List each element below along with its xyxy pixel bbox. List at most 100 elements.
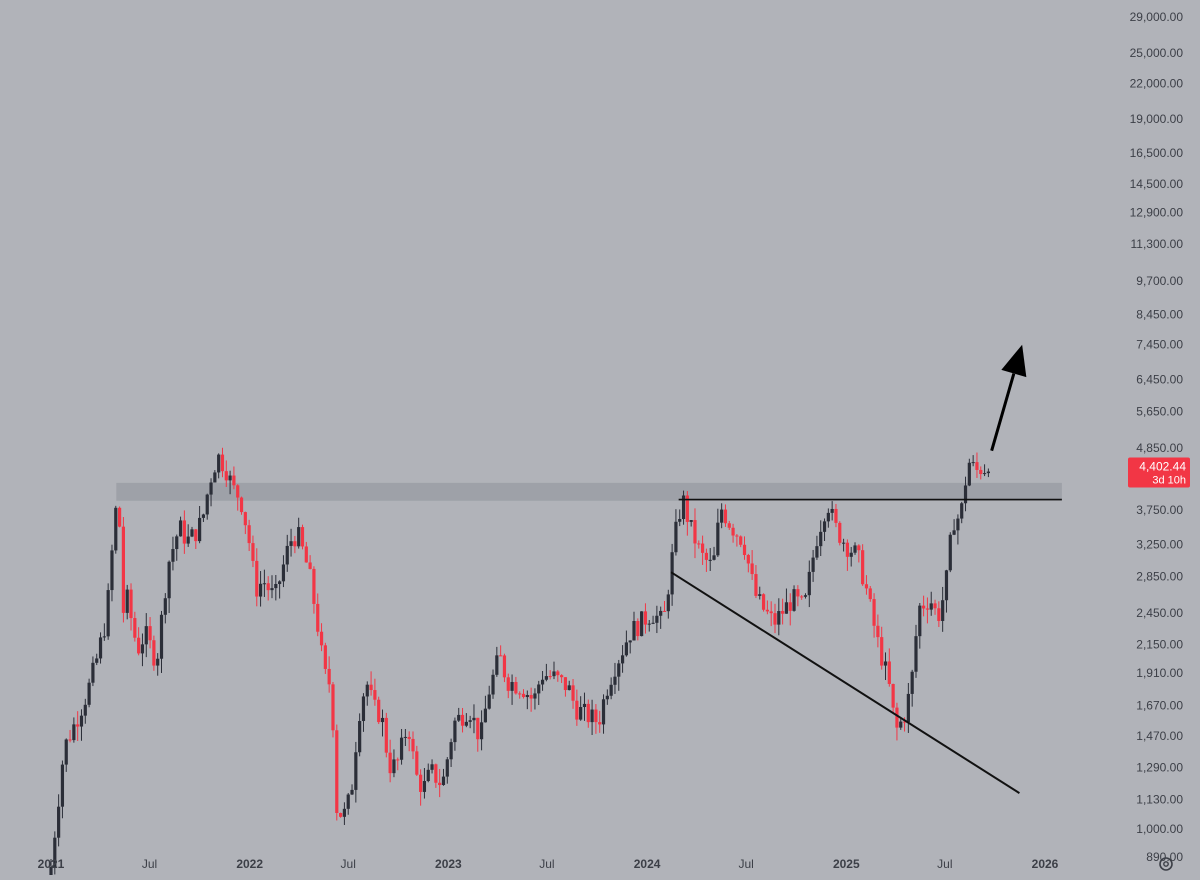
candle-body [468,720,472,722]
candle-body [624,642,628,656]
candle-body [910,671,914,694]
candle-body [727,523,731,528]
candle-body [895,707,899,728]
candle-body [419,774,423,792]
candle-body [60,764,65,807]
candle [952,519,956,536]
candle [434,763,438,788]
candle-body [628,640,632,643]
price-tick-label: 1,130.00 [1136,792,1183,806]
candle-body [605,695,609,700]
candle [609,677,613,700]
candle-body [213,472,217,483]
candle [148,617,152,649]
candle [453,717,457,751]
candle [350,784,354,795]
candle [239,496,244,515]
candle [857,544,861,563]
candle [327,656,331,693]
candle-body [975,462,979,470]
candle [247,519,251,552]
candle-body [525,694,529,698]
candle-body [83,704,87,716]
candle-body [220,454,225,472]
descending-trendline [670,571,1020,794]
time-tick-label: 2023 [435,857,462,871]
candle-body [529,694,533,699]
candle-body [114,507,118,551]
candle-body [933,603,937,609]
candle [982,464,987,477]
candle [781,598,785,625]
time-axis[interactable]: 2021 Jul 2022 Jul 2023 Jul 2024 Jul 2025 Jul 2026 [38,857,1059,871]
candle [918,602,922,649]
candle-body [514,681,518,694]
settings-button[interactable] [1159,857,1173,871]
candle-body [594,709,598,723]
candle-body [598,722,602,725]
candle-body [323,645,327,669]
price-axis[interactable]: 29,000.00 25,000.00 22,000.00 19,000.00 16,5… [1130,10,1184,864]
candle [159,610,164,673]
candle [228,470,232,495]
candle-body [857,545,861,551]
price-tick-label: 22,000.00 [1130,77,1184,91]
bar-countdown: 3d 10h [1152,475,1186,487]
candle-body [765,609,769,612]
candle [697,540,701,549]
candle-body [632,621,636,641]
candle-body [876,625,880,638]
candle [838,521,842,546]
candle [224,460,228,487]
candle [262,569,266,597]
candle [689,520,693,527]
candle [396,757,400,771]
candle [133,611,137,642]
gear-icon[interactable] [1159,857,1173,871]
candle-body [274,584,278,589]
candle [963,476,968,512]
candle [910,669,914,707]
candle-body [579,707,583,720]
candle [563,677,568,697]
candle-body [247,525,251,544]
candle-body [289,541,293,546]
candle-body [144,626,148,645]
candle [590,699,594,736]
candle-body [312,568,316,604]
candle-body [110,550,114,591]
candle-body [236,485,240,498]
candle [399,728,404,765]
resistance-zone-layer [116,482,1062,501]
candle-body [163,598,167,615]
candle-body [708,559,712,561]
candle [377,696,381,725]
candle [754,565,758,599]
candle-body [560,675,564,678]
candle-body [365,684,369,697]
candle-body [521,693,526,698]
candle-body [217,454,221,473]
candle-body [864,584,869,589]
candle-body [297,527,301,547]
candle [468,715,472,729]
candle [502,653,507,683]
candle-body [72,724,76,741]
time-tick-label: Jul [539,857,554,871]
candle [419,769,423,806]
candle [948,532,952,573]
candle-body [422,781,427,792]
candle-body [518,693,522,695]
candle-body [960,503,964,519]
price-tick-label: 8,450.00 [1136,307,1183,321]
candle-body [354,752,358,790]
candle [426,763,430,783]
candle-body [861,550,865,585]
candle [495,646,499,677]
candle [800,595,804,600]
candle-body [563,677,568,691]
candle [182,510,186,554]
candle [266,576,270,601]
